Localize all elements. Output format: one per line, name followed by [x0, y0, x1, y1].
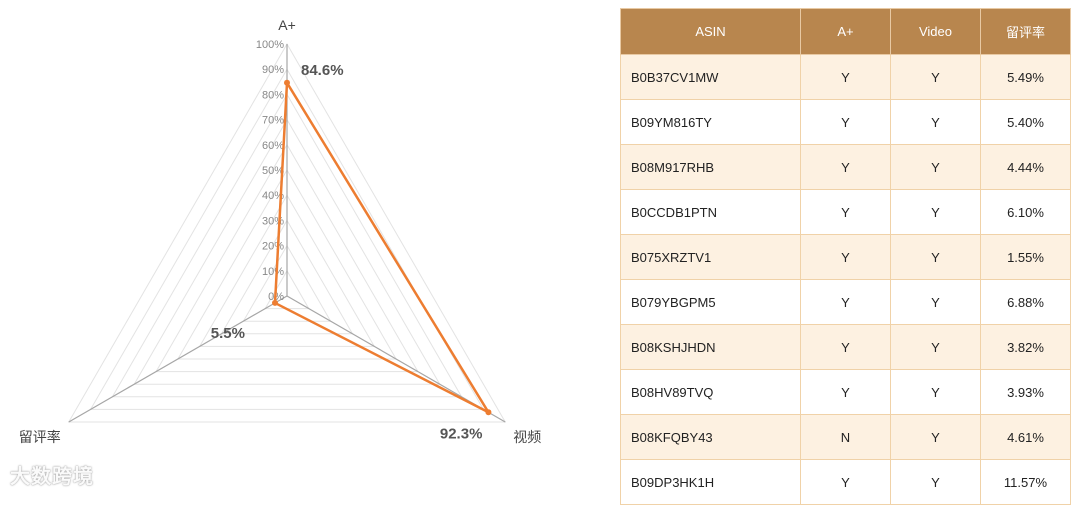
watermark-logo: 大数跨境	[10, 466, 94, 488]
grid-ring	[177, 169, 397, 360]
header-video: Video	[890, 8, 981, 55]
asin-cell: B08KSHJHDN	[620, 324, 801, 370]
video-cell: Y	[890, 189, 981, 235]
review-rate-cell: 5.49%	[980, 54, 1071, 100]
tick-label: 70%	[262, 115, 284, 127]
review-rate-cell: 3.82%	[980, 324, 1071, 370]
table-row: B09YM816TY Y Y 5.40%	[620, 99, 1071, 145]
tick-label: 40%	[262, 190, 284, 202]
table-row: B08KSHJHDN Y Y 3.82%	[620, 324, 1071, 370]
asin-cell: B08HV89TVQ	[620, 369, 801, 415]
table-row: B09DP3HK1H Y Y 11.57%	[620, 459, 1071, 505]
asin-cell: B09YM816TY	[620, 99, 801, 145]
review-rate-cell: 4.44%	[980, 144, 1071, 190]
axis-label: 留评率	[19, 429, 61, 445]
grid-ring	[198, 194, 376, 347]
aplus-cell: Y	[800, 234, 891, 280]
series-line	[273, 81, 490, 414]
grid-ring	[67, 43, 507, 423]
review-rate-cell: 3.93%	[980, 369, 1071, 415]
axis-line	[68, 295, 288, 423]
video-cell: Y	[890, 324, 981, 370]
video-cell: Y	[890, 459, 981, 505]
data-label: 5.5%	[211, 325, 245, 342]
header-asin: ASIN	[620, 8, 801, 55]
aplus-cell: Y	[800, 279, 891, 325]
data-point	[271, 299, 278, 306]
table-header-row: ASIN A+ Video 留评率	[620, 8, 1071, 55]
grid-ring	[111, 93, 463, 398]
video-cell: Y	[890, 369, 981, 415]
asin-cell: B09DP3HK1H	[620, 459, 801, 505]
aplus-cell: Y	[800, 369, 891, 415]
aplus-cell: Y	[800, 324, 891, 370]
table-row: B08HV89TVQ Y Y 3.93%	[620, 369, 1071, 415]
header-review-rate: 留评率	[980, 8, 1071, 55]
grid-ring	[89, 68, 485, 410]
asin-cell: B08KFQBY43	[620, 414, 801, 460]
aplus-cell: Y	[800, 459, 891, 505]
table-row: B079YBGPM5 Y Y 6.88%	[620, 279, 1071, 325]
data-point	[485, 409, 492, 416]
review-rate-cell: 5.40%	[980, 99, 1071, 145]
asin-cell: B075XRZTV1	[620, 234, 801, 280]
aplus-cell: Y	[800, 189, 891, 235]
table-row: B0CCDB1PTN Y Y 6.10%	[620, 189, 1071, 235]
tick-label: 10%	[262, 266, 284, 278]
asin-cell: B079YBGPM5	[620, 279, 801, 325]
radar-chart: 0%10%20%30%40%50%60%70%80%90%100%A+视频留评率…	[19, 17, 541, 445]
aplus-cell: Y	[800, 99, 891, 145]
grid-ring	[155, 143, 419, 373]
review-rate-cell: 6.88%	[980, 279, 1071, 325]
video-cell: Y	[890, 279, 981, 325]
tick-label: 20%	[262, 241, 284, 253]
table-row: B08KFQBY43 N Y 4.61%	[620, 414, 1071, 460]
data-point	[284, 79, 290, 86]
table-row: B08M917RHB Y Y 4.44%	[620, 144, 1071, 190]
data-label: 92.3%	[440, 425, 483, 442]
review-rate-cell: 4.61%	[980, 414, 1071, 460]
aplus-cell: Y	[800, 144, 891, 190]
video-cell: Y	[890, 144, 981, 190]
video-cell: Y	[890, 414, 981, 460]
axis-label: A+	[278, 17, 296, 33]
header-aplus: A+	[800, 8, 891, 55]
review-rate-cell: 11.57%	[980, 459, 1071, 505]
grid-ring	[242, 244, 332, 322]
asin-cell: B0B37CV1MW	[620, 54, 801, 100]
aplus-cell: Y	[800, 54, 891, 100]
tick-label: 100%	[256, 39, 284, 51]
tick-label: 80%	[262, 89, 284, 101]
grid-ring	[220, 219, 354, 335]
table-row: B075XRZTV1 Y Y 1.55%	[620, 234, 1071, 280]
video-cell: Y	[890, 234, 981, 280]
table-row: B0B37CV1MW Y Y 5.49%	[620, 54, 1071, 100]
video-cell: Y	[890, 99, 981, 145]
asin-cell: B08M917RHB	[620, 144, 801, 190]
aplus-cell: N	[800, 414, 891, 460]
tick-label: 60%	[262, 140, 284, 152]
tick-label: 50%	[262, 165, 284, 177]
data-label: 84.6%	[301, 62, 344, 79]
review-rate-cell: 1.55%	[980, 234, 1071, 280]
grid-ring	[133, 118, 441, 385]
asin-table: ASIN A+ Video 留评率 B0B37CV1MW Y Y 5.49% B09YM…	[620, 8, 1071, 505]
asin-cell: B0CCDB1PTN	[620, 189, 801, 235]
axis-label: 视频	[513, 429, 541, 445]
video-cell: Y	[890, 54, 981, 100]
tick-label: 90%	[262, 64, 284, 76]
review-rate-cell: 6.10%	[980, 189, 1071, 235]
